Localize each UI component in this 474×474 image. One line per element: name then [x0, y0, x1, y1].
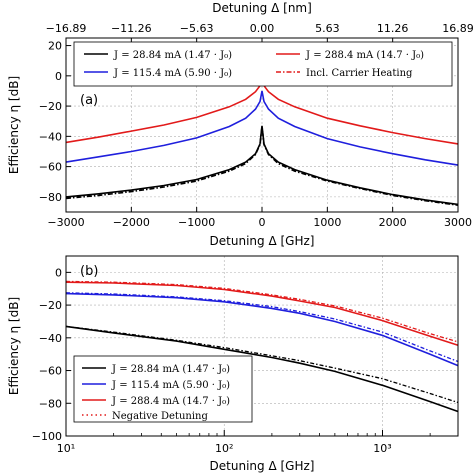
panel-a-ytick-label: −20 [39, 100, 62, 113]
series-b-black [65, 325, 459, 413]
panel-b-ylabel: Efficiency η [dB] [7, 297, 21, 395]
panel-b-ytick-label: −80 [39, 397, 62, 410]
panel-a-ytick-label: −60 [39, 161, 62, 174]
panel-b-xtick-label: 10² [215, 442, 233, 455]
series-b-negative-blue [65, 292, 459, 363]
panel-a-label: (a) [80, 93, 98, 108]
panel-a-top-xtick-label: −11.26 [111, 22, 152, 35]
panel-b-ytick-label: −60 [39, 365, 62, 378]
panel-a-top-xtick-label: 11.26 [377, 22, 409, 35]
legend-a-entry-4: Incl. Carrier Heating [306, 68, 413, 79]
panel-a-top-xtick-label: 16.89 [442, 22, 474, 35]
panel-b-label: (b) [80, 264, 98, 279]
panel-a-xtick-label: −2000 [113, 216, 150, 229]
legend-a-entry-2: J = 115.4 mA (5.90 · J₀) [113, 68, 232, 79]
panel-b-ytick-label: −20 [39, 299, 62, 312]
panel-a-top-xtick-label: 5.63 [315, 22, 340, 35]
panel-b-xlabel: Detuning Δ [GHz] [210, 459, 315, 473]
panel-a-xtick-label: −3000 [47, 216, 84, 229]
panel-b-frame [65, 255, 459, 437]
panel-b-series [65, 280, 459, 413]
panel-b-xtick-label: 10³ [373, 442, 391, 455]
series-b-red [65, 281, 459, 346]
series-b-blue [65, 292, 459, 367]
panel-a-xlabel: Detuning Δ [GHz] [210, 234, 315, 248]
legend-b-entry-1: J = 28.84 mA (1.47 · J₀) [111, 364, 230, 375]
panel-a-xtick-label: 3000 [444, 216, 472, 229]
panel-a-ytick-label: −40 [39, 130, 62, 143]
legend-a-entry-1: J = 28.84 mA (1.47 · J₀) [113, 50, 232, 61]
panel-a-top-xtick-label: 0.00 [250, 22, 275, 35]
series-a-carrier-heating [65, 126, 459, 206]
series-b-negative-red [65, 280, 459, 343]
panel-b-xtick-label: 10¹ [57, 442, 75, 455]
legend-b-entry-4: Negative Detuning [112, 411, 208, 422]
panel-a-ytick-label: −80 [39, 191, 62, 204]
series-a-black [65, 125, 459, 206]
panel-a-top-xtick-label: −5.63 [180, 22, 214, 35]
panel-a-ytick-label: 0 [55, 70, 62, 83]
panel-b-legend: J = 28.84 mA (1.47 · J₀) J = 115.4 mA (5… [73, 355, 253, 423]
panel-a-ytick-label: 20 [48, 40, 62, 53]
panel-a-top-xlabel: Detuning Δ [nm] [212, 1, 312, 15]
panel-a-legend-box [73, 41, 453, 87]
panel-b-ytick-label: 0 [55, 266, 62, 279]
panel-a-xtick-label: 1000 [313, 216, 341, 229]
legend-a-entry-3: J = 288.4 mA (14.7 · J₀) [305, 50, 424, 61]
panel-a-chart: −3000 −16.89 −2000 −11.26 −1000 −5.63 0 0.00 100… [7, 1, 474, 248]
panel-b-ticks: 10¹ 10² 10³ −100 −80 −60 −40 −20 0 [32, 266, 459, 455]
legend-b-entry-2: J = 115.4 mA (5.90 · J₀) [111, 380, 230, 391]
panel-b-chart: 10¹ 10² 10³ −100 −80 −60 −40 −20 0 (b) Detuning … [7, 255, 459, 473]
panel-a-xtick-label: 0 [259, 216, 266, 229]
panel-a-ylabel: Efficiency η [dB] [7, 76, 21, 174]
panel-a-legend: J = 28.84 mA (1.47 · J₀) J = 115.4 mA (5… [73, 41, 453, 87]
panel-a-xtick-label: −1000 [178, 216, 215, 229]
panel-b-ytick-label: −100 [32, 430, 62, 443]
series-a-blue [65, 90, 459, 166]
panel-a-ticks: −3000 −16.89 −2000 −11.26 −1000 −5.63 0 0.00 100… [39, 22, 474, 229]
panel-b-legend-box [73, 355, 253, 423]
legend-b-entry-3: J = 288.4 mA (14.7 · J₀) [111, 396, 230, 407]
series-b-negative-black [65, 325, 459, 404]
panel-b-ytick-label: −40 [39, 332, 62, 345]
panel-a-top-xtick-label: −16.89 [46, 22, 87, 35]
panel-a-xtick-label: 2000 [379, 216, 407, 229]
